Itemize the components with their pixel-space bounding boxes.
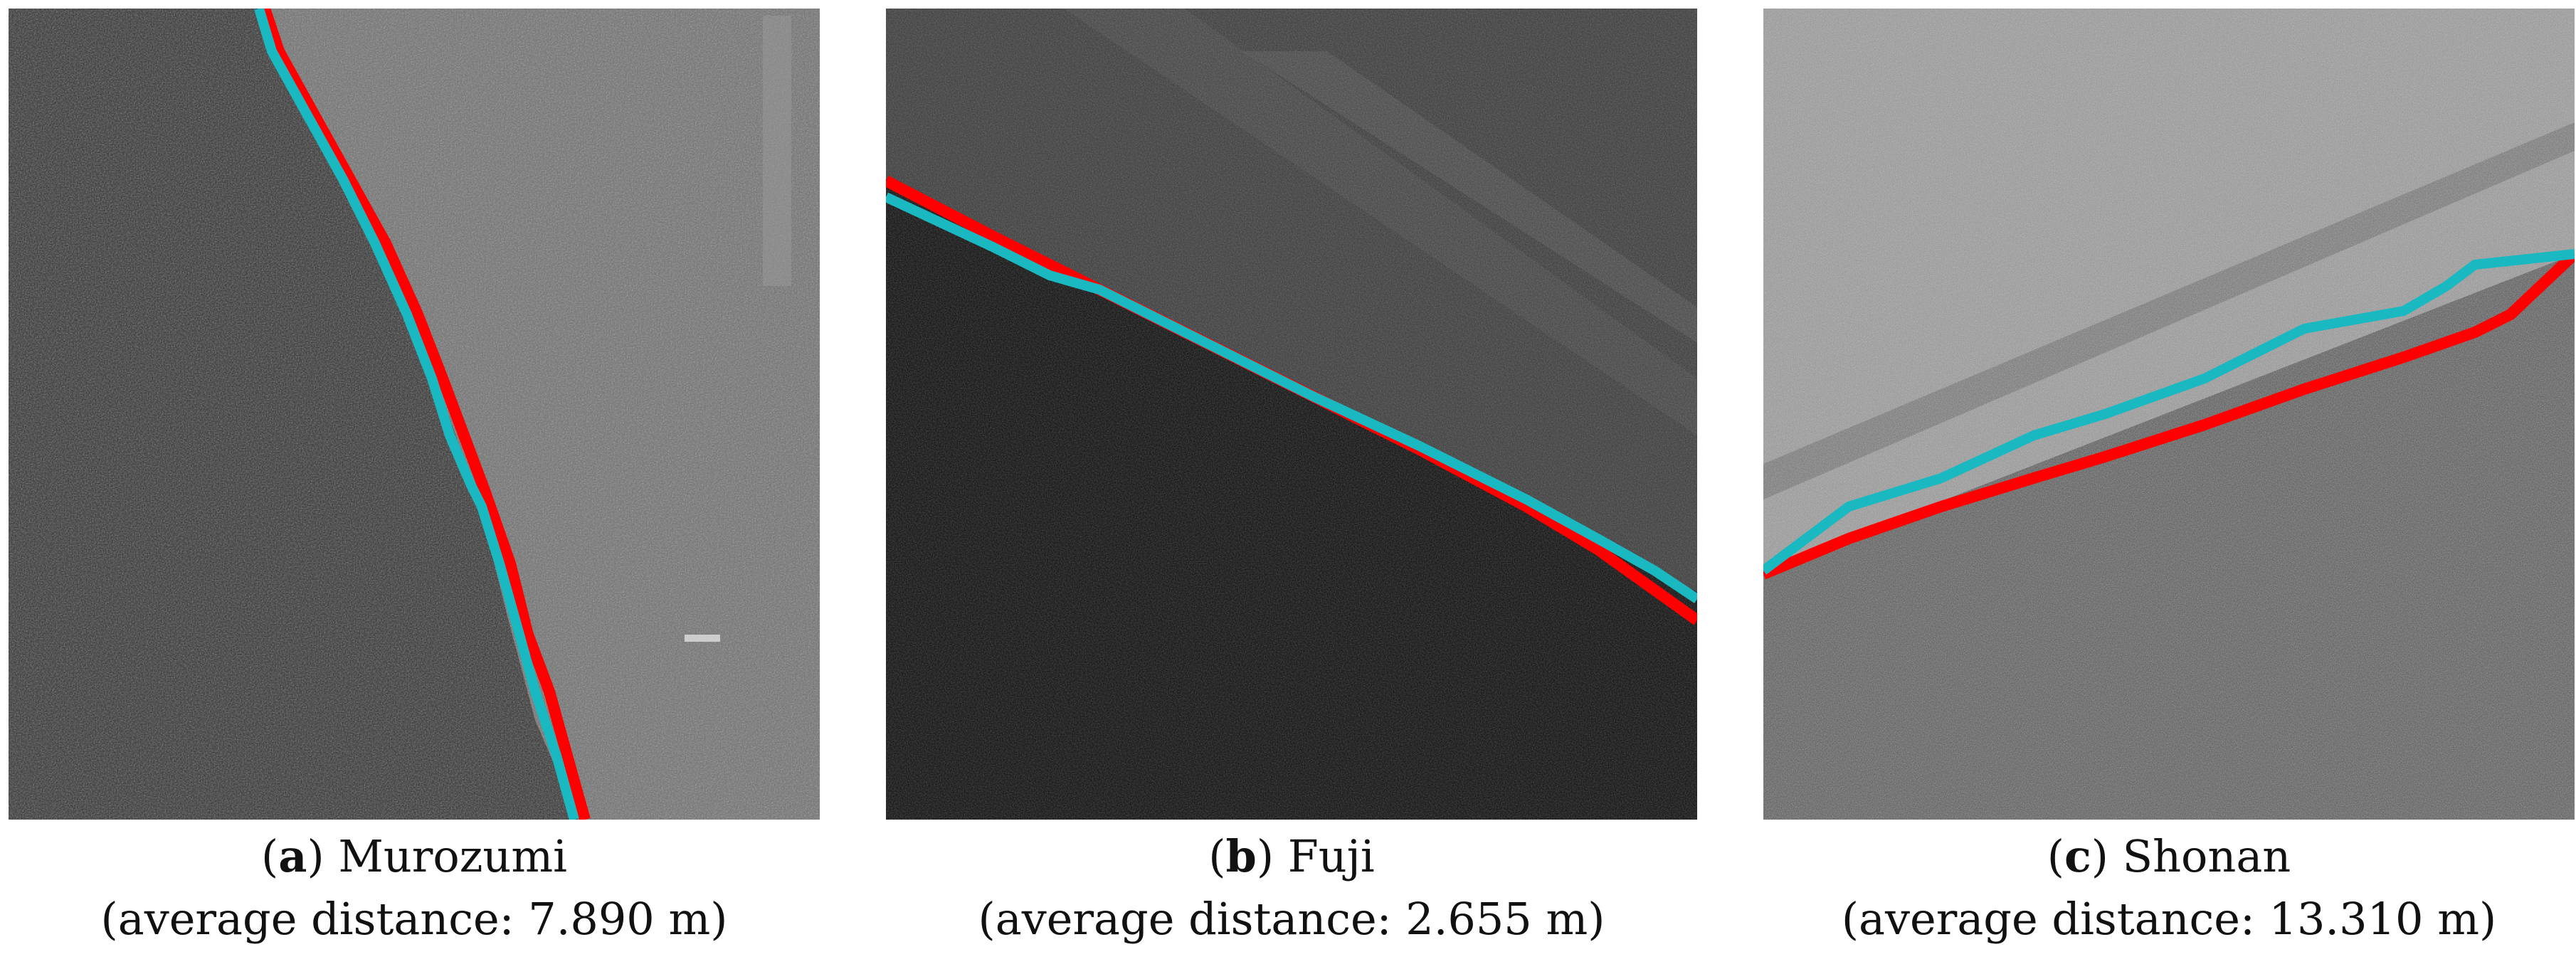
sar-image-murozumi [9,9,820,820]
caption-title: (a) Murozumi [261,830,567,882]
detected-shoreline-cyan [886,192,1697,603]
sar-image-fuji-svg [886,9,1697,820]
sar-image-fuji [886,9,1697,820]
average-distance: (average distance: 13.310 m) [1841,893,2497,945]
caption-fuji: (b) Fuji (average distance: 2.655 m) [843,825,1740,951]
detected-shoreline-cyan [254,9,579,820]
site-name: Shonan [2122,830,2291,882]
site-name: Murozumi [338,830,567,882]
sar-image-shonan-svg [1763,9,2575,820]
caption-title: (c) Shonan [2047,830,2291,882]
reference-shoreline-red [1763,250,2575,580]
panel-letter: b [1225,830,1257,882]
reference-shoreline-red [259,9,591,820]
average-distance: (average distance: 2.655 m) [978,893,1605,945]
average-distance: (average distance: 7.890 m) [100,893,728,945]
panel-letter: c [2064,830,2091,882]
caption-murozumi: (a) Murozumi (average distance: 7.890 m) [0,825,862,951]
sar-image-shonan [1763,9,2575,820]
detected-shoreline-cyan [1763,249,2575,575]
sar-image-murozumi-svg [9,9,820,820]
panel-letter: a [278,830,307,882]
site-name: Fuji [1287,830,1375,882]
caption-shonan: (c) Shonan (average distance: 13.310 m) [1721,825,2576,951]
caption-title: (b) Fuji [1208,830,1375,882]
